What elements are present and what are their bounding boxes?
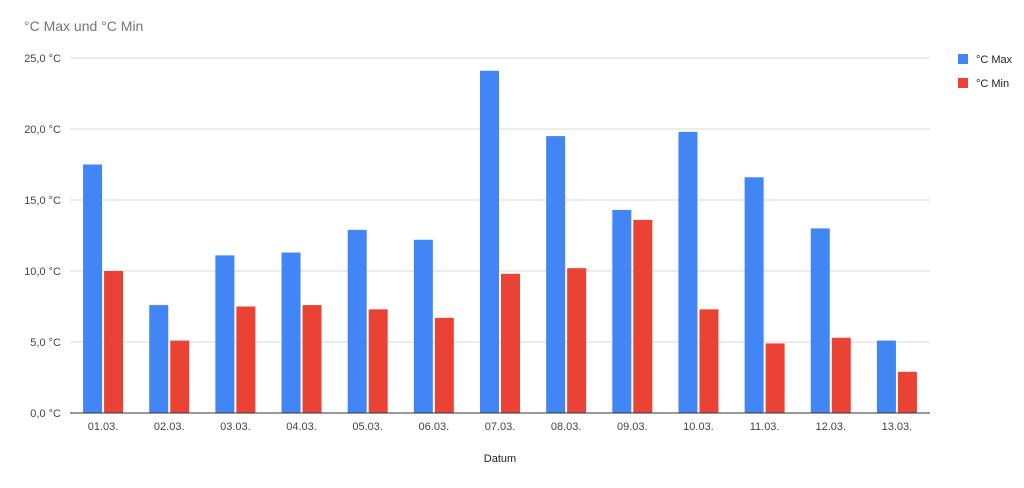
x-tick-label: 02.03. [154,421,185,433]
bar-max-8[interactable] [612,209,632,413]
legend-swatch [958,54,968,64]
x-tick-label: 08.03. [551,421,582,433]
x-tick-label: 06.03. [419,421,450,433]
legend-label: °C Max [976,54,1013,66]
chart-title: °C Max und °C Min [24,18,143,34]
bar-min-1[interactable] [170,340,190,413]
x-tick-label: 03.03. [220,421,251,433]
bar-min-3[interactable] [302,305,322,413]
bar-min-2[interactable] [236,306,256,414]
x-axis-ticks: 01.03. 02.03. 03.03. 04.03. 05.03. 06.03. 07.0… [88,421,912,433]
bar-max-0[interactable] [83,164,103,414]
bar-max-2[interactable] [215,255,235,413]
legend-item[interactable]: °C Min [958,78,1009,90]
grid-lines [70,57,930,343]
bar-max-5[interactable] [413,239,433,413]
bar-max-12[interactable] [876,340,896,413]
x-tick-label: 09.03. [617,421,648,433]
bar-min-11[interactable] [831,337,851,413]
y-axis-ticks: 0,0 °C 5,0 °C 10,0 °C 15,0 °C 20,0 °C 25,0 °C [24,53,61,420]
x-tick-label: 11.03. [750,421,780,433]
x-tick-label: 10.03. [683,421,714,433]
x-tick-label: 13.03. [882,421,913,433]
bar-min-5[interactable] [434,317,454,413]
y-tick-label: 5,0 °C [30,337,61,349]
bar-max-1[interactable] [149,305,169,413]
bar-min-0[interactable] [104,271,124,413]
x-axis-title: Datum [484,453,516,465]
bar-max-7[interactable] [546,136,566,413]
legend-swatch [958,78,968,88]
y-tick-label: 0,0 °C [30,408,61,420]
y-tick-label: 15,0 °C [24,195,61,207]
y-tick-label: 20,0 °C [24,124,61,136]
bar-max-11[interactable] [810,228,830,413]
bar-max-9[interactable] [678,131,698,413]
legend-label: °C Min [976,78,1009,90]
bar-min-6[interactable] [501,273,520,413]
bar-min-7[interactable] [567,268,587,413]
bars [83,70,917,414]
x-tick-label: 07.03. [485,421,516,433]
x-tick-label: 04.03. [286,421,317,433]
bar-min-8[interactable] [633,219,653,413]
bar-max-10[interactable] [744,177,764,413]
bar-max-6[interactable] [480,70,499,413]
y-tick-label: 10,0 °C [24,266,61,278]
x-tick-label: 05.03. [352,421,383,433]
bar-max-4[interactable] [347,229,367,413]
legend-item[interactable]: °C Max [958,54,1013,66]
x-tick-label: 12.03. [815,421,846,433]
legend[interactable]: °C Max °C Min [958,54,1013,90]
bar-max-3[interactable] [281,252,301,413]
y-tick-label: 25,0 °C [24,53,61,65]
bar-min-12[interactable] [897,371,917,413]
x-tick-label: 01.03. [88,421,119,433]
bar-min-10[interactable] [765,343,785,413]
bar-min-4[interactable] [368,309,388,413]
bar-min-9[interactable] [699,309,719,413]
